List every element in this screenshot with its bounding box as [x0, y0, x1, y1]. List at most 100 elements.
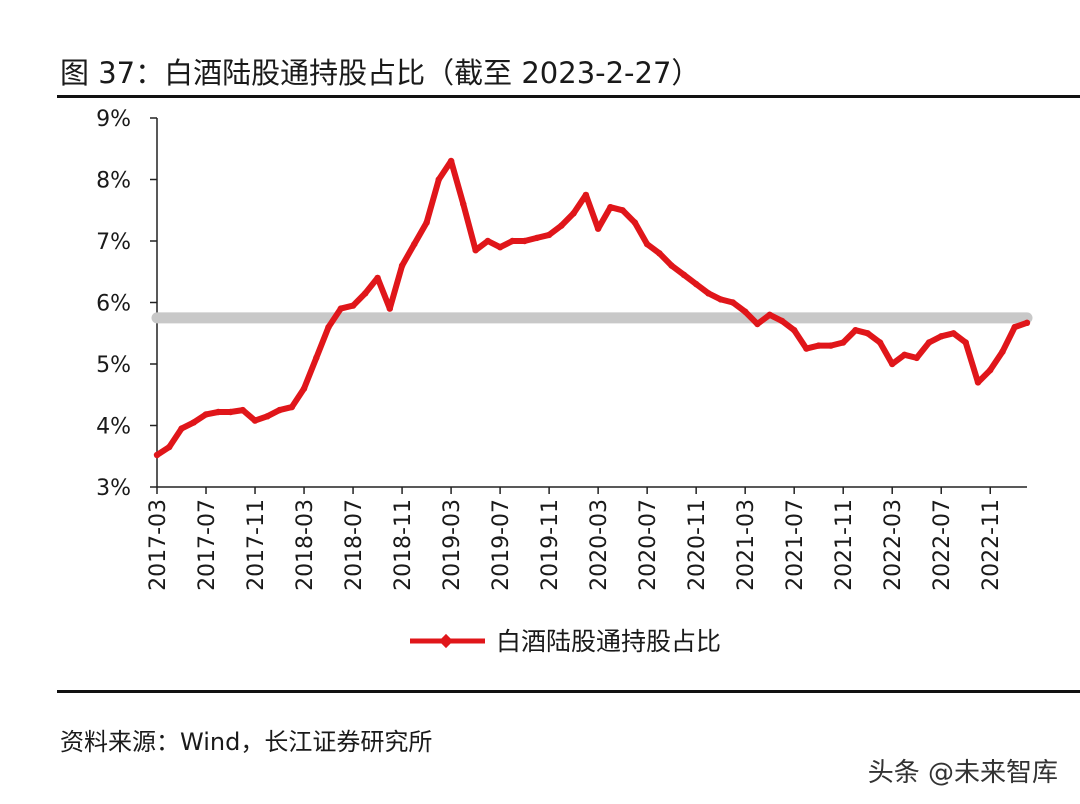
- data-point: [852, 327, 859, 334]
- data-point: [264, 413, 271, 420]
- data-point: [411, 240, 418, 248]
- data-point: [202, 411, 210, 418]
- data-point: [509, 237, 516, 245]
- y-tick-label: 3%: [96, 476, 131, 501]
- data-point: [435, 176, 442, 183]
- x-tick-label: 2020-07: [636, 499, 661, 591]
- y-tick-label: 4%: [96, 415, 131, 440]
- data-point: [325, 323, 332, 331]
- data-point: [190, 419, 197, 426]
- x-tick-label: 2020-03: [587, 499, 612, 591]
- data-point: [521, 237, 528, 245]
- data-point: [227, 408, 234, 416]
- data-point: [484, 237, 491, 245]
- y-tick-label: 6%: [96, 292, 131, 317]
- data-point: [374, 274, 381, 282]
- data-point: [251, 417, 259, 424]
- x-tick-label: 2022-03: [881, 499, 906, 591]
- data-point: [754, 320, 761, 328]
- legend-marker: [438, 633, 454, 649]
- data-point: [472, 247, 479, 254]
- data-point: [643, 240, 651, 248]
- data-point: [938, 333, 945, 340]
- data-point: [423, 219, 430, 226]
- x-tick-label: 2020-11: [685, 499, 710, 591]
- y-tick-label: 9%: [96, 107, 131, 132]
- data-point: [680, 271, 688, 278]
- data-point: [778, 317, 786, 325]
- x-tick-label: 2021-03: [734, 499, 759, 591]
- data-point: [300, 385, 308, 392]
- data-point: [717, 296, 724, 303]
- data-point: [545, 231, 553, 239]
- data-point: [533, 234, 541, 242]
- data-point: [864, 330, 871, 337]
- data-point: [656, 250, 663, 257]
- data-point: [496, 244, 504, 251]
- data-point: [607, 204, 614, 211]
- legend-label: 白酒陆股通持股占比: [496, 627, 721, 656]
- y-tick-label: 8%: [96, 169, 131, 194]
- data-point: [460, 200, 467, 208]
- data-point: [791, 327, 798, 334]
- data-point: [349, 302, 357, 309]
- data-point: [1023, 319, 1031, 326]
- x-tick-label: 2017-07: [195, 499, 220, 591]
- y-tick-label: 7%: [96, 230, 131, 255]
- x-tick-label: 2019-03: [440, 499, 465, 591]
- top-divider: [57, 95, 1080, 98]
- data-point: [815, 342, 822, 349]
- legend: 白酒陆股通持股占比: [410, 627, 721, 656]
- x-tick-label: 2017-03: [146, 499, 171, 591]
- data-point: [594, 225, 602, 232]
- x-tick-label: 2022-11: [979, 499, 1004, 591]
- y-tick-label: 5%: [96, 353, 131, 378]
- series-line: [154, 158, 1030, 458]
- data-point: [558, 222, 565, 229]
- data-point: [742, 308, 749, 315]
- data-point: [925, 339, 933, 346]
- data-point: [313, 354, 320, 362]
- x-tick-label: 2019-11: [538, 499, 563, 591]
- data-point: [362, 290, 369, 297]
- data-point: [619, 207, 626, 214]
- data-point: [766, 311, 773, 318]
- data-point: [889, 360, 896, 368]
- chart-axes: 3% 4% 5% 6% 7% 8% 9% 2017-03 2017-07 2017-11 2018-…: [96, 107, 1027, 591]
- data-point: [693, 280, 700, 288]
- data-point: [974, 379, 982, 386]
- data-point: [962, 339, 969, 346]
- x-tick-label: 2022-07: [930, 499, 955, 591]
- chart-title: 图 37：白酒陆股通持股占比（截至 2023-2-27）: [60, 56, 701, 90]
- data-point: [729, 299, 737, 306]
- source-note: 资料来源：Wind，长江证券研究所: [60, 728, 433, 756]
- x-tick-label: 2019-07: [489, 499, 514, 591]
- data-point: [668, 262, 675, 269]
- data-point: [840, 339, 847, 346]
- x-tick-label: 2018-07: [342, 499, 367, 591]
- data-point: [1011, 323, 1018, 331]
- data-point: [705, 290, 712, 297]
- data-point: [178, 425, 185, 432]
- data-point: [913, 354, 920, 362]
- data-point: [337, 305, 344, 312]
- data-point: [215, 408, 222, 416]
- data-point: [570, 210, 577, 217]
- bottom-divider: [57, 690, 1080, 693]
- data-point: [398, 262, 406, 269]
- data-point: [447, 157, 455, 165]
- x-tick-label: 2017-11: [244, 499, 269, 591]
- x-tick-label: 2021-07: [783, 499, 808, 591]
- data-point: [876, 339, 884, 346]
- watermark-text: 头条 @未来智库: [867, 758, 1058, 788]
- data-point: [999, 348, 1006, 355]
- data-point: [276, 406, 283, 414]
- data-point: [153, 451, 161, 459]
- data-point: [386, 305, 393, 312]
- data-point: [987, 366, 994, 374]
- line-chart: 3% 4% 5% 6% 7% 8% 9% 2017-03 2017-07 2017-11 2018-…: [96, 107, 1033, 656]
- x-tick-label: 2018-11: [391, 499, 416, 591]
- data-point: [631, 219, 639, 226]
- data-point: [950, 330, 957, 337]
- x-tick-label: 2018-03: [293, 499, 318, 591]
